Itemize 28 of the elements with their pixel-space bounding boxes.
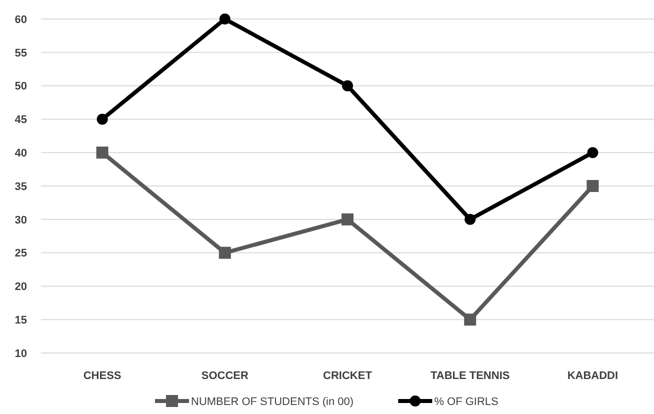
legend-label: % OF GIRLS	[434, 396, 498, 408]
point	[464, 314, 476, 326]
point	[96, 146, 108, 159]
y-tick-label: 10	[14, 348, 27, 360]
y-tick-label: 35	[14, 180, 27, 193]
point	[96, 114, 108, 125]
y-tick-label: 40	[14, 147, 27, 160]
point	[218, 246, 231, 259]
point	[587, 147, 598, 158]
point	[586, 180, 599, 192]
y-tick-label: 50	[14, 80, 27, 93]
y-tick-label: 30	[14, 214, 27, 226]
x-tick-label: SOCCER	[201, 370, 248, 382]
y-tick-label: 55	[14, 47, 27, 60]
x-tick-label: CHESS	[83, 370, 122, 382]
x-tick-label: TABLE TENNIS	[430, 370, 510, 382]
x-tick-label: KABADDI	[567, 370, 618, 382]
x-tick-label: CRICKET	[323, 370, 372, 382]
y-tick-label: 60	[14, 14, 27, 26]
point	[464, 214, 476, 225]
legend-label: NUMBER OF STUDENTS (in 00)	[191, 396, 354, 408]
point	[342, 213, 354, 226]
y-tick-label: 15	[14, 314, 27, 326]
point	[342, 80, 353, 92]
point	[219, 14, 230, 24]
y-tick-label: 45	[14, 114, 27, 126]
y-tick-label: 20	[14, 281, 27, 294]
y-tick-label: 25	[14, 248, 27, 260]
